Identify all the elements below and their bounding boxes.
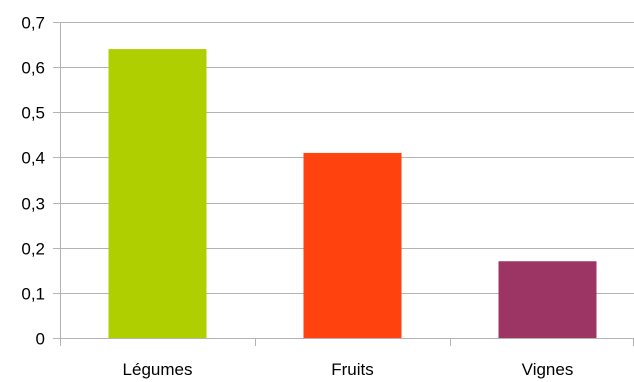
- y-tick-label: 0,1: [21, 285, 45, 304]
- x-category-labels: Légumes Fruits Vignes: [123, 360, 574, 379]
- y-tick-label: 0,5: [21, 104, 45, 123]
- y-tick-label: 0,7: [21, 14, 45, 33]
- bars: [108, 49, 597, 338]
- y-tick-label: 0,4: [21, 149, 45, 168]
- y-tick-labels: 0 0,1 0,2 0,3 0,4 0,5 0,6 0,7: [21, 14, 45, 349]
- bar-3: [498, 261, 597, 338]
- y-tick-label: 0: [36, 330, 45, 349]
- y-tick-label: 0,6: [21, 59, 45, 78]
- x-category-label: Fruits: [331, 360, 374, 379]
- bar-1: [108, 49, 207, 338]
- x-category-label: Légumes: [123, 360, 193, 379]
- y-tick-label: 0,2: [21, 240, 45, 259]
- bar-2: [303, 152, 402, 338]
- y-tick-label: 0,3: [21, 195, 45, 214]
- x-category-label: Vignes: [522, 360, 574, 379]
- axes: [53, 22, 634, 346]
